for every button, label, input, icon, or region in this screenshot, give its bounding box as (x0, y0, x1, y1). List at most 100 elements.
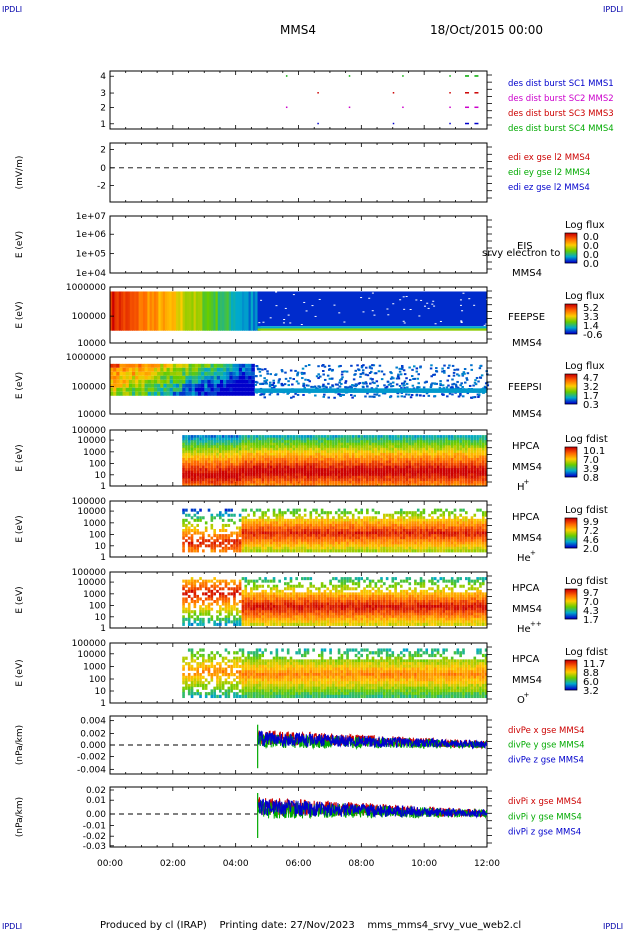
spectrogram-speck (302, 384, 305, 387)
spectrogram-cell (439, 470, 443, 474)
spectrogram-cell (201, 367, 205, 372)
spectrogram-cell (312, 468, 315, 472)
spectrogram-speck (317, 385, 320, 388)
spectrogram-cell (204, 452, 208, 456)
spectrogram-cell (317, 473, 321, 477)
spectrogram-cell (264, 544, 267, 548)
spectrogram-gap (318, 298, 321, 300)
spectrogram-cell (196, 549, 199, 553)
spectrogram-cell (191, 367, 196, 372)
spectrogram-cell (433, 437, 437, 441)
spectrogram-cell (284, 483, 287, 487)
spectrogram-cell (354, 508, 358, 512)
spectrogram-cell (456, 460, 460, 464)
spectrogram-cell (238, 437, 242, 441)
spectrogram-cell (315, 516, 318, 520)
spectrogram-cell (385, 518, 389, 522)
spectrogram-cell (196, 458, 199, 462)
spectrogram-cell (422, 463, 426, 467)
spectrogram-cell (116, 363, 120, 368)
spectrogram-cell (298, 465, 301, 469)
spectrogram-cell (221, 523, 225, 527)
spectrogram-cell (160, 363, 164, 368)
spectrogram-cell (473, 455, 477, 459)
spectrogram-cell (368, 523, 372, 527)
spectrogram-cell (213, 549, 216, 553)
spectrogram-cell (312, 549, 315, 553)
spectrogram-cell (405, 475, 409, 479)
colorbar-cell (565, 393, 577, 395)
spectrogram-cell (229, 363, 233, 368)
spectrogram-cell (193, 475, 197, 479)
spectrogram-cell (383, 536, 386, 540)
spectrogram-cell (360, 546, 363, 550)
spectrogram-cell (238, 478, 242, 482)
spectrogram-cell (221, 460, 225, 464)
spectrogram-cell (306, 460, 310, 464)
spectrogram-gap (311, 305, 314, 307)
spectrogram-cell (216, 468, 219, 472)
spectrogram-cell (172, 383, 177, 388)
colorbar-cell (565, 455, 577, 457)
spectrogram-cell (272, 437, 276, 441)
spectrogram-cell (196, 442, 199, 446)
spectrogram-cell (397, 463, 400, 467)
spectrogram-cell (122, 387, 127, 392)
spectrogram-speck (396, 392, 400, 395)
colorbar-frame (564, 232, 578, 264)
spectrogram-cell (278, 473, 281, 477)
spectrogram-cell (269, 536, 273, 540)
spectrogram-cell (278, 435, 281, 439)
spectrogram-cell (241, 375, 246, 380)
spectrogram-speck (474, 383, 478, 386)
spectrogram-cell (312, 475, 315, 479)
spectrogram-cell (227, 534, 231, 538)
colorbar-cell (565, 331, 577, 333)
spectrogram-cell (383, 483, 386, 487)
spectrogram-cell (172, 371, 177, 376)
spectrogram-cell (349, 435, 352, 439)
spectrogram-cell (284, 534, 287, 538)
spectrogram-speck (271, 384, 275, 387)
spectrogram-cell (377, 463, 380, 467)
colorbar-cell (565, 457, 577, 459)
spectrogram-cell (422, 447, 426, 451)
spectrogram-cell (320, 480, 324, 484)
spectrogram-cell (261, 546, 265, 550)
spectrogram-cell (284, 458, 287, 462)
spectrogram-cell (295, 508, 298, 512)
spectrogram-cell (147, 387, 152, 392)
colorbar-cell (565, 450, 577, 452)
spectrogram-cell (346, 455, 349, 459)
spectrogram-cell (383, 440, 386, 444)
spectrogram-cell (340, 445, 344, 449)
spectrogram-cell (190, 470, 194, 474)
spectrogram-cell (138, 383, 142, 388)
spectrogram-cell (397, 473, 400, 477)
spectrogram-cell (484, 435, 488, 439)
burst-interval-mark (474, 92, 479, 94)
spectrogram-cell (187, 513, 191, 517)
colorbar-tick-label: 1.7 (583, 391, 599, 402)
spectrogram-cell (272, 460, 276, 464)
spectrogram-speck (255, 365, 258, 368)
spectrogram-cell (465, 478, 468, 482)
spectrogram-cell (272, 478, 276, 482)
spectrogram-cell (286, 549, 290, 553)
spectrogram-cell (196, 480, 199, 484)
spectrogram-cell (247, 544, 250, 548)
spectrogram-cell (428, 473, 431, 477)
spectrogram-cell (357, 455, 361, 459)
spectrogram-cell (380, 450, 383, 454)
colorbar-cell (565, 380, 577, 382)
spectrogram-cell (363, 452, 366, 456)
spectrogram-cell (281, 447, 284, 451)
spectrogram-cell (244, 450, 248, 454)
spectrogram-speck (425, 392, 429, 395)
spectrogram-cell (298, 526, 301, 530)
spectrogram-cell (371, 526, 375, 530)
spectrogram-cell (284, 531, 287, 535)
spectrogram-cell (394, 445, 397, 449)
spectrogram-cell (250, 437, 253, 441)
spectrogram-speck (417, 373, 420, 376)
